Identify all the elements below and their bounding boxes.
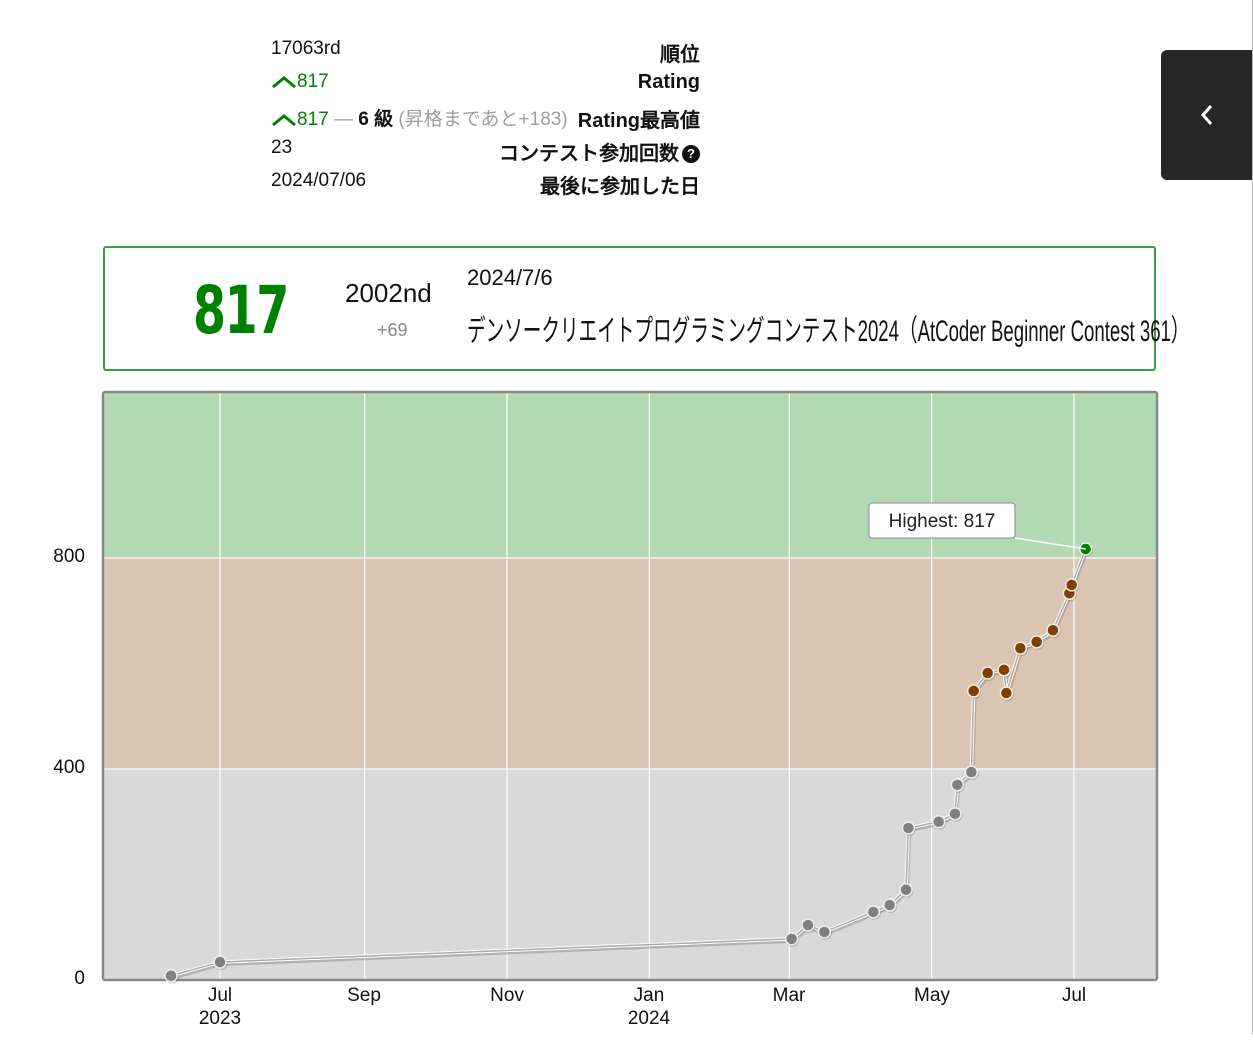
rating-value-wrap: 817 (271, 71, 329, 93)
x-tick-nov: Nov (467, 984, 547, 1007)
rank-value: 17063rd (271, 38, 341, 59)
data-point[interactable] (866, 905, 881, 919)
rating-chart: Highest: 817 0 400 800 Jul 2023 Sep Nov J… (0, 380, 1253, 1040)
highest-value-wrap: 817 — 6 級 (昇格まであと+183) (271, 104, 568, 131)
highest-up-icon (272, 114, 296, 127)
data-point[interactable] (1029, 635, 1044, 649)
summary-rating: 817 (193, 272, 289, 349)
data-point[interactable] (899, 883, 913, 897)
contests-value: 23 (271, 137, 293, 158)
summary-place: 2002nd (345, 278, 432, 308)
data-point[interactable] (999, 686, 1014, 700)
x-tick-label: Nov (490, 985, 524, 1006)
kyu-rank: 6 級 (358, 109, 394, 130)
data-point[interactable] (784, 932, 799, 946)
x-tick-year: 2024 (627, 1008, 671, 1029)
rating-label: Rating (637, 71, 700, 93)
data-point[interactable] (964, 765, 979, 779)
sidebar-toggle-button[interactable] (1161, 50, 1253, 180)
band-brown (103, 558, 1157, 769)
last-date-label: 最後に参加した日 (540, 176, 700, 198)
x-tick-label: Jan (633, 985, 665, 1006)
x-tick-label: May (914, 985, 950, 1006)
highest-value: 817 (297, 109, 329, 130)
info-row-last-date: 最後に参加した日 2024/07/06 (0, 170, 700, 203)
x-tick-year: 2023 (198, 1008, 242, 1029)
x-tick-sep: Sep (324, 984, 404, 1007)
x-tick-label: Mar (772, 985, 806, 1006)
summary-contest-name[interactable]: デンソークリエイトプログラミングコンテスト2024（AtCoder Beginn… (467, 315, 1190, 348)
contests-label: コンテスト参加回数 (499, 143, 679, 165)
data-point[interactable] (966, 684, 981, 698)
x-tick-jul: Jul (1034, 984, 1114, 1007)
data-point[interactable] (948, 807, 962, 821)
data-point[interactable] (1046, 623, 1060, 638)
data-point[interactable] (950, 778, 965, 792)
contest-summary-box: 817 2002nd +69 2024/7/6 デンソークリエイトプログラミング… (103, 246, 1190, 371)
help-icon[interactable]: ? (682, 145, 700, 163)
rating-up-icon (272, 76, 296, 89)
data-point[interactable] (901, 821, 916, 835)
data-point[interactable] (164, 969, 178, 983)
highest-separator: — (333, 109, 353, 130)
data-point[interactable] (817, 925, 832, 939)
rank-label: 順位 (660, 44, 700, 66)
summary-date: 2024/7/6 (467, 265, 553, 290)
x-tick-label: Jul (1061, 985, 1087, 1006)
y-tick-400: 400 (53, 757, 85, 778)
data-point[interactable] (213, 955, 227, 969)
data-point[interactable] (931, 815, 946, 829)
x-tick-may: May (892, 984, 972, 1007)
plot-border (101, 390, 1159, 982)
x-tick-jan-2024: Jan 2024 (609, 984, 689, 1030)
rating-value: 817 (297, 71, 329, 92)
summary-diff: +69 (377, 320, 408, 340)
y-tick-0: 0 (74, 968, 85, 989)
highest-annotation-text: Highest: 817 (889, 511, 996, 532)
x-tick-label: Sep (347, 985, 381, 1006)
x-tick-jul-2023: Jul 2023 (180, 984, 260, 1030)
rating-chart-plot[interactable]: Highest: 817 (0, 380, 1253, 1035)
last-date-value: 2024/07/06 (271, 170, 367, 191)
info-row-rating: Rating 817 (0, 71, 700, 104)
info-row-highest: Rating最高値 817 — 6 級 (昇格まであと+183) (0, 104, 700, 137)
contests-label-wrap: コンテスト参加回数? (465, 137, 700, 166)
chevron-left-icon (1200, 105, 1213, 125)
data-point[interactable] (801, 918, 815, 932)
data-point[interactable] (1064, 578, 1079, 592)
x-tick-mar: Mar (749, 984, 829, 1007)
promotion-note: (昇格まであと+183) (398, 109, 568, 130)
data-point[interactable] (980, 666, 995, 680)
info-row-rank: 順位 17063rd (0, 38, 700, 71)
data-point[interactable] (997, 663, 1011, 677)
highest-annotation (868, 502, 1016, 539)
data-point[interactable] (882, 898, 897, 912)
data-point[interactable] (1013, 641, 1028, 655)
highest-label: Rating最高値 (577, 110, 700, 132)
info-row-contests: コンテスト参加回数? 23 (0, 137, 700, 170)
y-tick-800: 800 (53, 546, 85, 567)
x-tick-label: Jul (207, 985, 233, 1006)
